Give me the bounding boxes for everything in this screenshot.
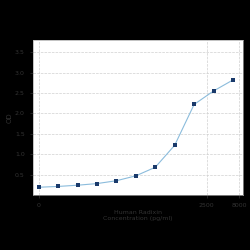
Point <box>76 183 80 187</box>
Point <box>114 179 118 183</box>
X-axis label: Human Radixin
Concentration (pg/ml): Human Radixin Concentration (pg/ml) <box>103 210 172 221</box>
Point <box>134 174 138 178</box>
Point <box>173 143 177 147</box>
Point <box>37 185 41 189</box>
Point <box>153 165 157 169</box>
Point <box>95 182 99 186</box>
Point <box>212 89 216 93</box>
Y-axis label: OD: OD <box>6 112 12 123</box>
Point <box>56 184 60 188</box>
Point <box>231 78 235 82</box>
Point <box>192 102 196 106</box>
